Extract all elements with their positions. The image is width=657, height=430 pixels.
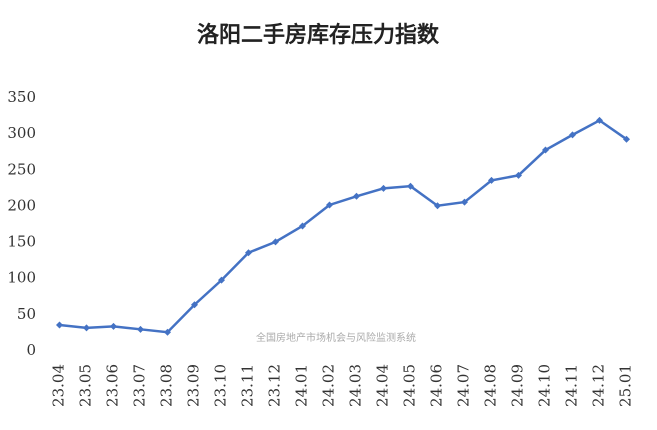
point: [218, 276, 225, 284]
point: [434, 202, 441, 210]
y-tick-label: 350: [7, 88, 36, 106]
y-tick-label: 50: [17, 305, 36, 323]
x-tick-label: 23.04: [50, 364, 68, 407]
x-tick-label: 24.06: [428, 364, 446, 407]
point: [461, 198, 468, 206]
line: [59, 118, 628, 334]
point: [191, 301, 198, 309]
x-tick-label: 24.03: [347, 364, 365, 407]
x-tick-label: 23.12: [266, 364, 284, 407]
point: [542, 146, 549, 154]
point: [353, 192, 360, 200]
y-tick-label: 250: [7, 160, 36, 178]
point: [596, 116, 603, 124]
x-tick-label: 24.04: [374, 364, 392, 407]
point: [245, 249, 252, 257]
point: [56, 321, 63, 329]
x-tick-label: 23.11: [239, 364, 257, 407]
x-tick-label: 23.08: [158, 364, 176, 407]
x-tick-label: 24.09: [509, 364, 527, 407]
x-tick-label: 24.08: [482, 364, 500, 407]
x-tick-label: 24.10: [536, 364, 554, 407]
point: [488, 176, 495, 184]
point: [110, 322, 117, 330]
point: [515, 171, 522, 179]
chart-title: 洛阳二手房库存压力指数: [197, 22, 440, 48]
y-tick-label: 150: [7, 233, 36, 251]
x-tick-label: 23.06: [104, 364, 122, 407]
point: [623, 135, 630, 143]
x-tick-label: 24.07: [455, 364, 473, 407]
point: [83, 324, 90, 332]
x-tick-label: 24.05: [401, 364, 419, 407]
x-tick-label: 25.01: [617, 364, 635, 407]
y-tick-label: 300: [7, 124, 36, 142]
y-tick-label: 200: [7, 196, 36, 214]
point: [137, 325, 144, 333]
x-tick-label: 23.05: [77, 364, 95, 407]
x-tick-label: 23.10: [212, 364, 230, 407]
point: [407, 182, 414, 190]
point: [326, 201, 333, 209]
watermark: 全国房地产市场机会与风险监测系统: [256, 331, 416, 344]
point: [164, 328, 171, 336]
x-tick-label: 24.01: [293, 364, 311, 407]
x-tick-label: 24.12: [590, 364, 608, 407]
y-tick-label: 100: [7, 269, 36, 287]
x-tick-label: 24.11: [563, 364, 581, 407]
x-tick-label: 24.02: [320, 364, 338, 407]
point: [569, 131, 576, 139]
point: [272, 238, 279, 246]
x-tick-label: 23.09: [185, 364, 203, 407]
x-tick-label: 23.07: [131, 364, 149, 407]
point: [299, 222, 306, 230]
y-tick-label: 0: [26, 341, 36, 359]
point: [380, 184, 387, 192]
